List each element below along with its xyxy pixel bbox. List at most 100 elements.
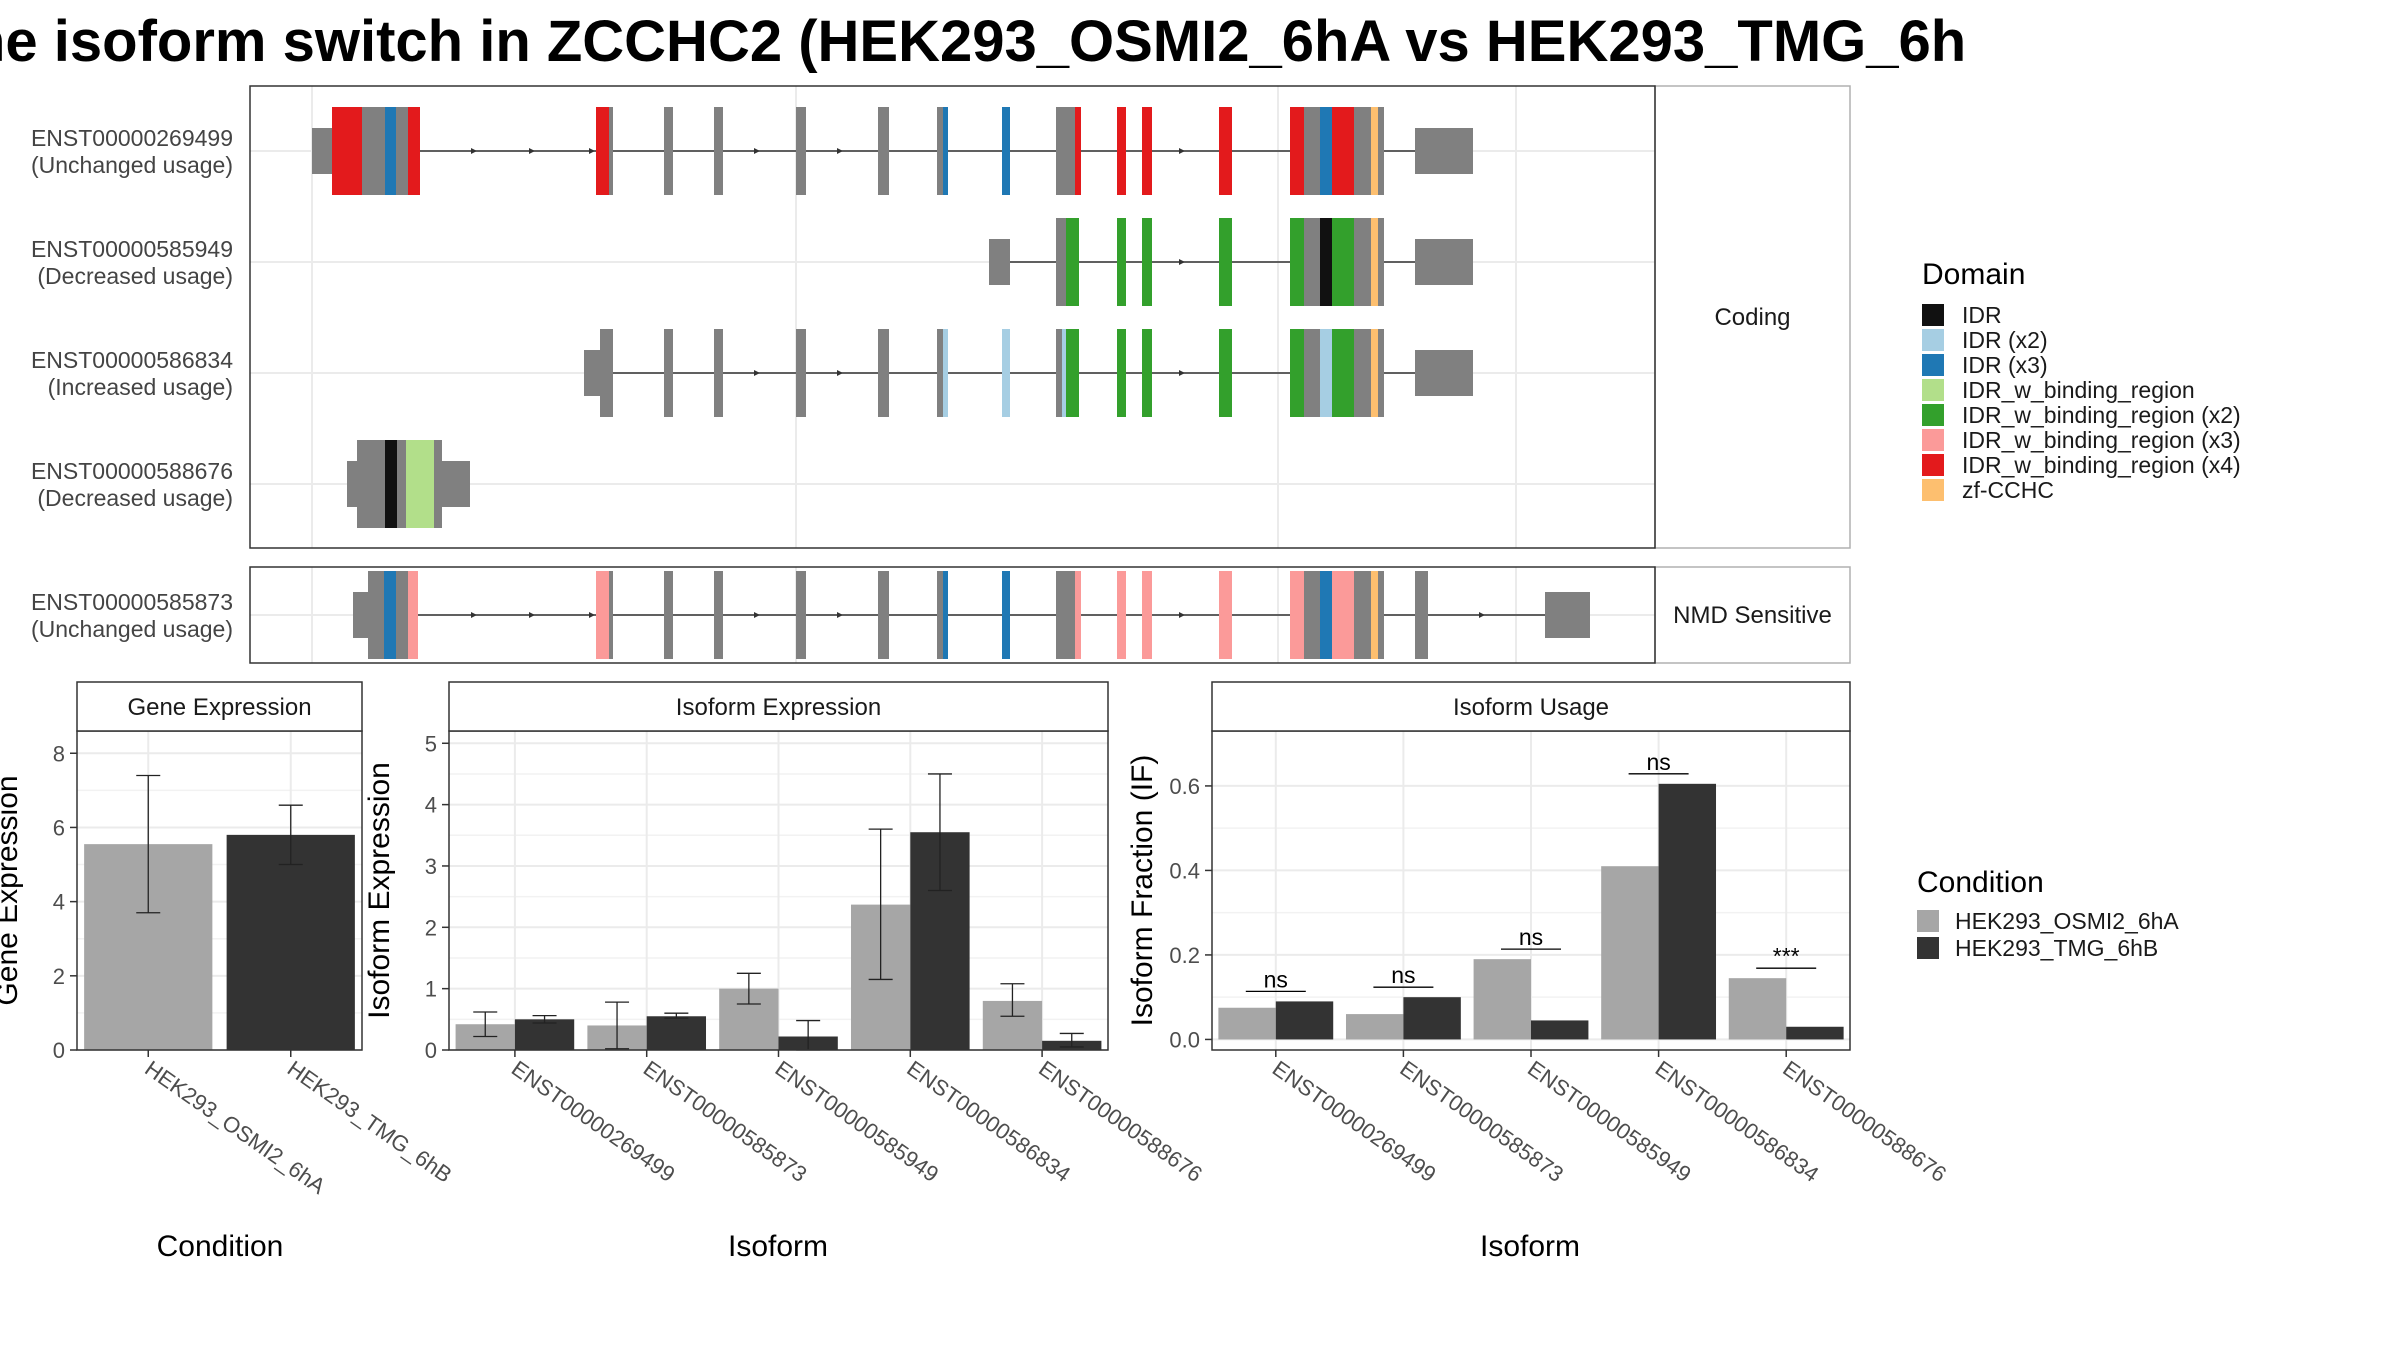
domain-segment — [406, 440, 434, 528]
bar-HEK293_TMG_6hB — [226, 834, 355, 1050]
bar-HEK293_OSMI2_6hA-ENST00000585873 — [1345, 1014, 1404, 1040]
panel-border — [249, 566, 1656, 664]
domain-segment — [1290, 329, 1304, 417]
exon-segment — [1354, 107, 1371, 195]
structure-panel-2: NMD Sensitive ENST00000585873(Unchanged u… — [31, 566, 1851, 664]
x-axis-title: Isoform — [728, 1230, 828, 1263]
domain-segment — [1142, 329, 1152, 417]
domain-segment — [1332, 107, 1354, 195]
exon-segment — [312, 128, 332, 174]
exon-segment — [396, 571, 408, 659]
strip-label: NMD Sensitive — [1673, 602, 1832, 629]
exon-segment — [1304, 107, 1320, 195]
legend-title: Domain — [1922, 258, 2025, 291]
x-axis-title: Condition — [157, 1230, 284, 1263]
exon-segment — [1056, 571, 1075, 659]
significance-label: ns — [1264, 966, 1288, 992]
domain-segment — [1002, 107, 1010, 195]
strand-arrow — [1179, 148, 1185, 154]
legend-label: zf-CCHC — [1962, 477, 2054, 503]
strand-arrow — [589, 612, 595, 618]
domain-segment — [1117, 571, 1126, 659]
strand-arrow — [754, 612, 760, 618]
exon-segment — [878, 329, 889, 417]
y-tick-label: 0 — [425, 1038, 437, 1063]
strand-arrow — [1179, 370, 1185, 376]
chart-title: Isoform Expression — [676, 694, 881, 721]
y-tick-label: 4 — [425, 793, 437, 818]
legend-swatch — [1917, 910, 1939, 932]
chart-title: Gene Expression — [127, 694, 311, 721]
y-tick-label: 0.4 — [1169, 858, 1200, 883]
y-tick-label: 2 — [425, 915, 437, 940]
facet-strip — [1654, 85, 1851, 549]
strand-arrow — [837, 612, 843, 618]
domain-segment — [1002, 329, 1010, 417]
legend-swatch — [1922, 454, 1944, 476]
domain-segment — [385, 440, 397, 528]
exon-segment — [1056, 218, 1066, 306]
exon-segment — [1354, 571, 1371, 659]
domain-segment — [1332, 218, 1354, 306]
domain-segment — [1332, 571, 1354, 659]
domain-segment — [1371, 107, 1378, 195]
domain-segment — [384, 571, 396, 659]
exon-segment — [878, 107, 889, 195]
y-tick-label: 0.6 — [1169, 774, 1200, 799]
domain-segment — [1062, 329, 1066, 417]
legend-swatch — [1922, 379, 1944, 401]
exon-segment — [362, 107, 385, 195]
legend-label: IDR_w_binding_region (x2) — [1962, 402, 2241, 428]
domain-segment — [1117, 329, 1126, 417]
exon-segment — [796, 571, 806, 659]
transcript-id-label: ENST00000269499 — [31, 125, 233, 151]
exon-segment — [1415, 128, 1473, 174]
exon-segment — [397, 440, 406, 528]
domain-segment — [1142, 571, 1152, 659]
legend-label: IDR_w_binding_region (x4) — [1962, 452, 2241, 478]
strand-arrow — [589, 148, 595, 154]
domain-segment — [1002, 571, 1010, 659]
transcript-usage-label: (Unchanged usage) — [31, 616, 233, 642]
exon-segment — [434, 440, 442, 528]
exon-segment — [1415, 571, 1428, 659]
exon-segment — [1354, 218, 1371, 306]
domain-segment — [408, 571, 418, 659]
exon-segment — [1545, 592, 1590, 638]
facet-strip — [1654, 566, 1851, 664]
legend-title: Condition — [1917, 866, 2044, 899]
bar-HEK293_OSMI2_6hA-ENST00000585949 — [1473, 959, 1531, 1040]
y-tick-label: 3 — [425, 854, 437, 879]
y-tick-label: 5 — [425, 731, 437, 756]
y-tick-label: 0 — [53, 1038, 65, 1063]
y-tick-label: 6 — [53, 815, 65, 840]
exon-segment — [878, 571, 889, 659]
y-axis-title: Gene Expression — [0, 775, 24, 1005]
strand-arrow — [471, 612, 477, 618]
transcript-ENST00000585873: ENST00000585873(Unchanged usage) — [31, 571, 1590, 659]
bar-HEK293_TMG_6hB-ENST00000585873 — [646, 1016, 707, 1050]
exon-segment — [1304, 571, 1320, 659]
legend-label: IDR_w_binding_region (x3) — [1962, 427, 2241, 453]
domain-segment — [1320, 218, 1332, 306]
bar-HEK293_OSMI2_6hA-ENST00000588676 — [1728, 978, 1787, 1040]
bar-HEK293_OSMI2_6hA-ENST00000586834 — [1601, 866, 1659, 1040]
exon-segment — [357, 440, 385, 528]
facet-strip — [1211, 681, 1851, 732]
domain-segment — [943, 107, 948, 195]
legend-swatch — [1922, 354, 1944, 376]
domain-segment — [943, 329, 948, 417]
transcript-id-label: ENST00000585949 — [31, 236, 233, 262]
domain-segment — [1219, 329, 1232, 417]
bar-HEK293_TMG_6hB-ENST00000585949 — [1531, 1020, 1589, 1040]
strip-label: Coding — [1714, 304, 1790, 331]
domain-segment — [943, 571, 948, 659]
domain-segment — [1320, 571, 1332, 659]
y-tick-label: 8 — [53, 741, 65, 766]
domain-segment — [1142, 107, 1152, 195]
legend-label: HEK293_OSMI2_6hA — [1955, 908, 2179, 934]
exon-segment — [442, 461, 470, 507]
